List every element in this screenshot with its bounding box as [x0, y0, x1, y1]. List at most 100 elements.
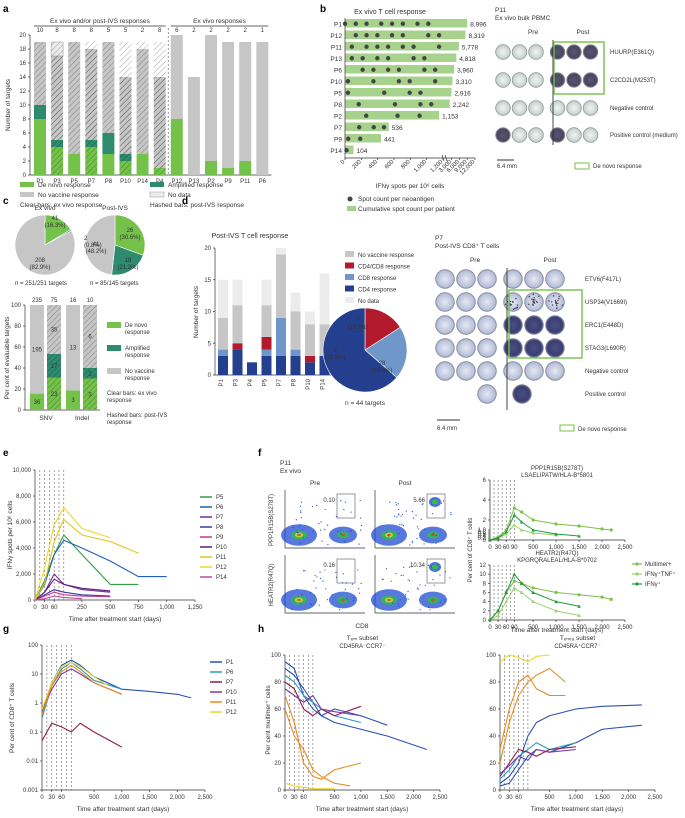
c-ytick-label: 40 — [14, 366, 21, 372]
e-ytick-label: 10,000 — [13, 468, 32, 474]
b-dot — [437, 33, 441, 37]
e-xtick-label: 500 — [105, 605, 116, 611]
b-dot — [364, 45, 368, 49]
b-dot — [371, 68, 375, 72]
f-facs-event — [450, 512, 451, 513]
c-xtick-indel: Indel — [75, 415, 90, 422]
f-line1-line-0 — [490, 508, 611, 540]
b-dot — [364, 33, 368, 37]
a-bar-hatch — [154, 42, 166, 168]
b-legend-denovo-box — [575, 163, 589, 169]
d-elispot-sub: Post-IVS CD8⁺ T cells — [435, 243, 500, 250]
b-elispot-well — [512, 45, 527, 60]
f-facs-event — [300, 510, 301, 511]
d-elispot-well-spot — [533, 302, 534, 303]
d-elispot-well-spot — [556, 307, 557, 308]
f-facs-event — [434, 585, 435, 586]
f-facs-event — [349, 530, 350, 531]
b-elispot-well — [550, 101, 565, 116]
f-facs-event — [301, 594, 302, 595]
d-elispot-well — [546, 316, 565, 335]
a-legend-novaccine-swatch — [20, 192, 34, 197]
b-dot — [411, 56, 415, 60]
d-legend-swatch — [345, 263, 354, 269]
b-elispot-well — [496, 73, 511, 88]
a-bar-hatch — [85, 140, 97, 147]
a-bar-hatch — [102, 42, 114, 133]
b-legend-dot — [348, 197, 353, 202]
e-xtick-label: 60 — [51, 605, 58, 611]
f-facs-event — [443, 500, 444, 501]
g-ytick-label: 0.1 — [30, 730, 39, 736]
f-line1-marker — [520, 510, 523, 513]
f-facs-event — [425, 585, 426, 586]
b-elispot-well — [512, 128, 527, 143]
f-line2-ytick-label: 0 — [483, 618, 487, 624]
a-ytick-label: 2 — [23, 159, 27, 165]
d-pie-n: n = 44 targets — [345, 400, 386, 407]
f-facs-event — [361, 583, 362, 584]
b-elispot-patient: P11 — [495, 7, 506, 14]
b-elispot-well — [567, 73, 582, 88]
a-bar-hatch — [120, 161, 132, 175]
b-dot — [350, 45, 354, 49]
b-row-label: P6 — [334, 68, 342, 75]
c-legend-hashed: response — [107, 420, 132, 426]
b-dot — [401, 45, 405, 49]
a-bar-P12 — [171, 35, 183, 119]
h-right-xtick-label: 1,000 — [568, 795, 584, 801]
f-line1-title: PPP1R15B(S278T) — [531, 466, 583, 472]
c-legend-hashed: Hashed bars: post-IVS — [107, 413, 167, 419]
f-facs-event — [402, 514, 403, 515]
d-title: Post-IVS T cell response — [212, 233, 289, 240]
f-line-ylabel: Per cent of CD8⁺ T cells — [467, 518, 474, 583]
f-facs-event — [300, 506, 301, 507]
f-legend-marker — [635, 582, 638, 585]
b-dot — [390, 33, 394, 37]
a-bar-P1 — [34, 105, 46, 119]
d-elispot-well — [457, 270, 476, 289]
f-facs-event — [360, 518, 361, 519]
b-dot — [382, 91, 386, 95]
b-dot — [397, 79, 401, 83]
d-bar-P4 — [247, 362, 257, 375]
b-value-label: 2,242 — [453, 102, 470, 109]
d-xtick-label: P3 — [234, 378, 240, 386]
f-facs-event — [301, 517, 302, 518]
f-legend-marker — [635, 572, 638, 575]
a-ytick-label: 8 — [23, 117, 27, 123]
d-elispot-well-spot — [536, 302, 537, 303]
d-legend-label: CD4 response — [358, 288, 397, 294]
f-facs-event — [339, 609, 340, 610]
d-elispot-well-spot — [562, 305, 563, 306]
f-facs-event — [435, 543, 436, 544]
b-dot — [386, 56, 390, 60]
a-bar-hatch — [154, 168, 166, 175]
g-ytick-label: 0.01 — [26, 759, 38, 765]
d-elispot-row-label: Positive control — [585, 392, 626, 398]
f-facs-event — [408, 579, 409, 580]
c-pie2-label: (48.2%) — [85, 249, 106, 255]
f-facs-event — [337, 531, 338, 532]
b-dot — [354, 33, 358, 37]
a-bar-hatch — [68, 42, 80, 154]
b-elispot-well — [512, 101, 527, 116]
b-elispot-row-label: HUURP(E361Q) — [610, 50, 654, 56]
a-xtick-label: P6 — [259, 179, 267, 185]
d-elispot-well-spot — [531, 298, 532, 299]
d-elispot-well-spot — [513, 309, 514, 310]
c-legend-amplified: response — [125, 353, 150, 359]
b-dot — [426, 33, 430, 37]
c-pie1-n: n = 251/251 targets — [15, 281, 67, 287]
a-legend-hashed: Hashed bars: post-IVS response — [150, 202, 244, 209]
a-toplabel: 8 — [73, 28, 77, 34]
d-ytick-label: 0 — [208, 373, 212, 379]
b-elispot-well — [567, 128, 582, 143]
f-line2-marker — [513, 572, 517, 575]
f-line2-ytick-label: 8 — [483, 581, 487, 587]
d-elispot-well-spot — [528, 304, 529, 305]
d-elispot-well-spot — [514, 308, 515, 309]
panel-label-h: h — [258, 624, 264, 635]
f-facs-event — [300, 603, 301, 604]
